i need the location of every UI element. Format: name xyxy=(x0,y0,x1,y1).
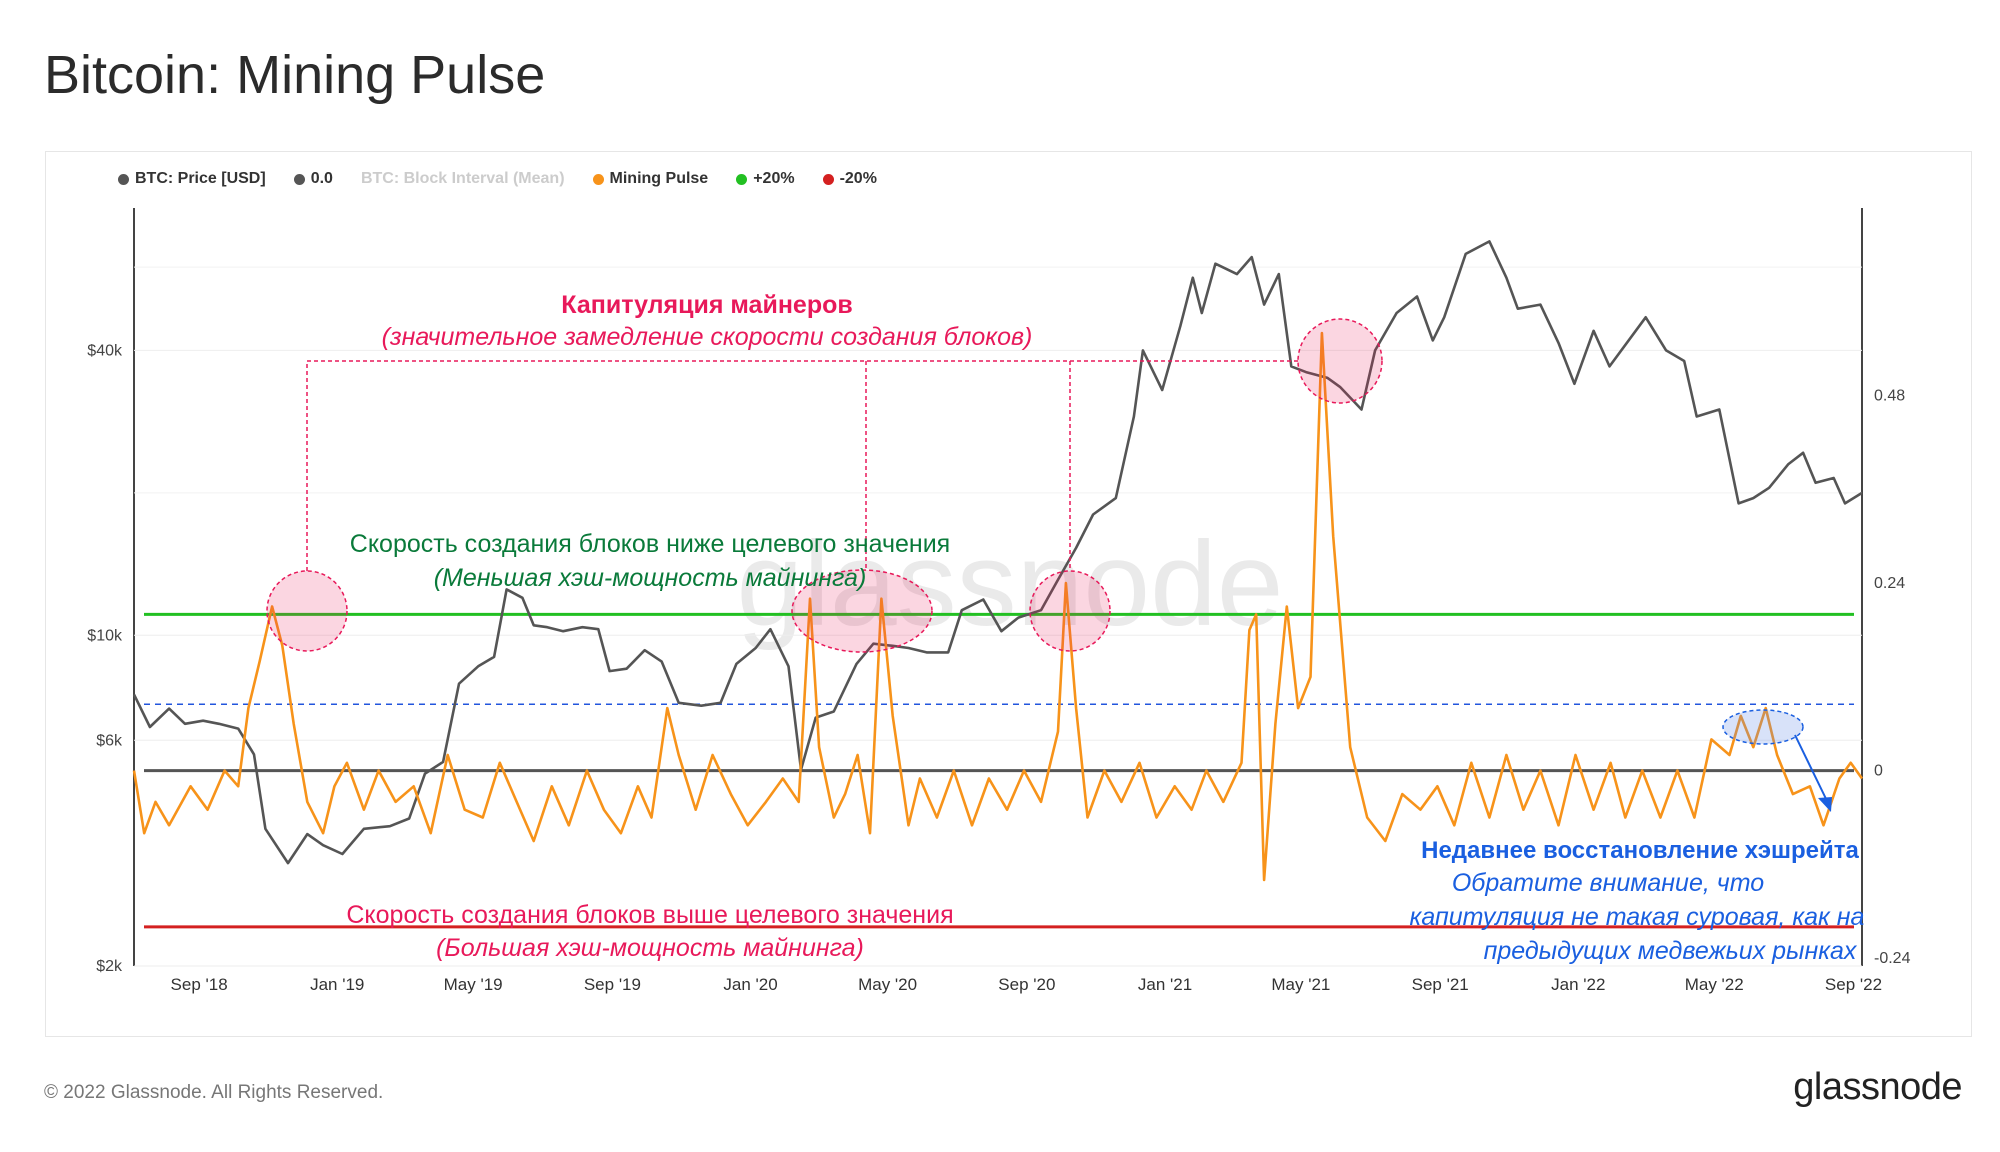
legend-item[interactable]: 0.0 xyxy=(293,170,333,188)
x-tick-label: Sep '22 xyxy=(1825,975,1882,994)
annotation-capitulation-subtitle: (значительное замедление скорости создан… xyxy=(382,323,1033,351)
x-tick-label: Jan '19 xyxy=(310,975,364,994)
recovery-arrow xyxy=(1794,734,1830,806)
legend-label: +20% xyxy=(753,170,795,187)
footer-brand-logo: glassnode xyxy=(1793,1066,1962,1108)
series-mining-pulse-line xyxy=(132,331,1864,882)
legend-label: BTC: Block Interval (Mean) xyxy=(360,170,565,187)
y-right-tick-label: -0.24 xyxy=(1874,950,1911,967)
x-tick-label: Jan '20 xyxy=(723,975,777,994)
x-tick-label: Jan '22 xyxy=(1551,975,1605,994)
recovery-marker xyxy=(1722,709,1804,745)
legend-label: BTC: Price [USD] xyxy=(135,170,266,187)
annotation-recovery-line: Обратите внимание, что xyxy=(1452,869,1764,897)
legend-item[interactable]: Mining Pulse xyxy=(592,170,709,188)
capitulation-marker xyxy=(1297,318,1383,404)
x-tick-label: May '19 xyxy=(444,975,503,994)
legend-item[interactable]: BTC: Price [USD] xyxy=(118,170,266,188)
legend: BTC: Price [USD] 0.0 BTC: Block Interval (… xyxy=(118,170,877,188)
legend-dot xyxy=(822,173,834,185)
annotation-fast-subtitle: (Большая хэш-мощность майнинга) xyxy=(436,934,864,962)
x-tick-label: Sep '21 xyxy=(1412,975,1469,994)
x-tick-label: May '21 xyxy=(1271,975,1330,994)
capitulation-marker xyxy=(791,569,933,653)
legend-label: -20% xyxy=(839,170,877,187)
legend-dot xyxy=(293,173,305,185)
y-left-tick-label: $40k xyxy=(87,342,123,359)
capitulation-marker xyxy=(266,570,348,652)
x-tick-label: Sep '18 xyxy=(171,975,228,994)
y-left-tick-label: $10k xyxy=(87,627,123,644)
capitulation-marker xyxy=(1029,570,1111,652)
legend-dot xyxy=(736,173,748,185)
chart-frame: BTC: Price [USD] 0.0 BTC: Block Interval (… xyxy=(45,151,1972,1037)
annotation-fast-title: Скорость создания блоков выше целевого з… xyxy=(346,901,953,929)
legend-item[interactable]: +20% xyxy=(736,170,795,188)
legend-item[interactable]: -20% xyxy=(822,170,877,188)
y-right-tick-label: 0.48 xyxy=(1874,388,1905,405)
y-left-tick-label: $6k xyxy=(96,732,123,749)
y-right-tick-label: 0 xyxy=(1874,763,1883,780)
annotation-slow-subtitle: (Меньшая хэш-мощность майнинга) xyxy=(434,564,867,592)
x-tick-label: Sep '19 xyxy=(584,975,641,994)
legend-label: 0.0 xyxy=(310,170,333,187)
x-tick-label: Sep '20 xyxy=(998,975,1055,994)
page-title: Bitcoin: Mining Pulse xyxy=(44,45,546,105)
annotation-slow-title: Скорость создания блоков ниже целевого з… xyxy=(350,530,950,558)
annotation-recovery-title: Недавнее восстановление хэшрейта xyxy=(1421,837,1859,864)
legend-dot xyxy=(118,173,129,185)
x-tick-label: Jan '21 xyxy=(1138,975,1192,994)
legend-item[interactable]: BTC: Block Interval (Mean) xyxy=(361,170,565,188)
legend-dot xyxy=(592,173,604,185)
annotation-capitulation-title: Капитуляция майнеров xyxy=(561,291,852,319)
recovery-arrow-head xyxy=(1818,797,1832,812)
capitulation-connector xyxy=(306,360,1298,571)
annotation-recovery-line: предыдущих медвежьих рынках xyxy=(1484,937,1858,965)
y-right-tick-label: 0.24 xyxy=(1874,575,1905,592)
series-price-line xyxy=(132,240,1863,865)
x-tick-label: May '22 xyxy=(1685,975,1744,994)
annotation-recovery-line: капитуляция не такая суровая, как на xyxy=(1410,903,1865,931)
x-tick-label: May '20 xyxy=(858,975,917,994)
y-left-tick-label: $2k xyxy=(96,958,123,975)
watermark-text: glassnode xyxy=(736,517,1283,651)
legend-label: Mining Pulse xyxy=(609,170,709,187)
footer-copyright: © 2022 Glassnode. All Rights Reserved. xyxy=(44,1082,384,1103)
